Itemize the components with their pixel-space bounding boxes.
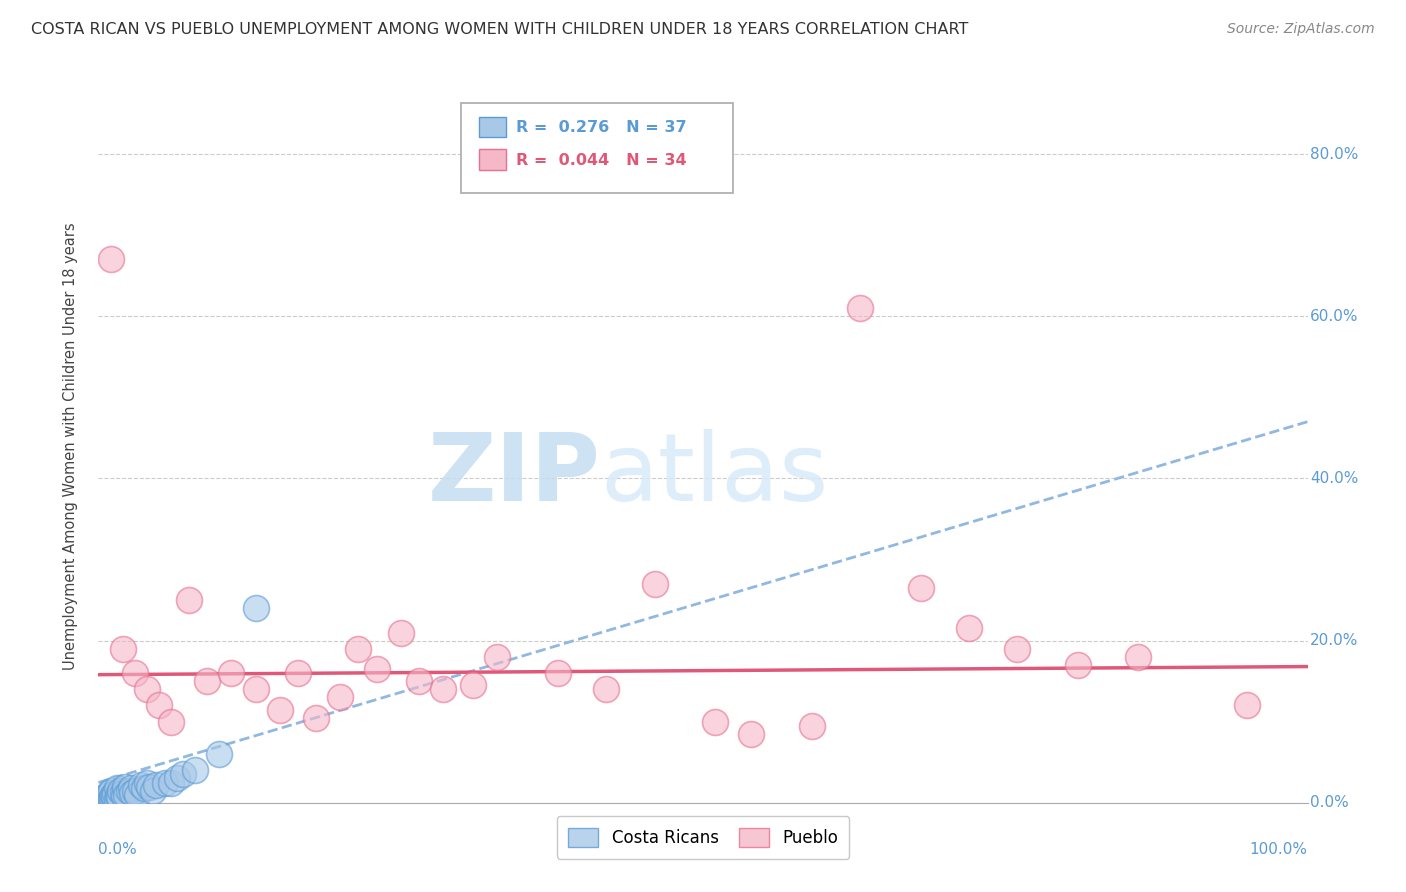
Point bbox=[103, 789, 125, 804]
Point bbox=[347, 641, 370, 656]
Bar bbox=[479, 117, 506, 137]
Point bbox=[112, 789, 135, 804]
Point bbox=[134, 781, 156, 796]
Point bbox=[208, 747, 231, 761]
Point bbox=[800, 719, 823, 733]
Point bbox=[269, 702, 291, 716]
Point bbox=[910, 581, 932, 595]
Point bbox=[740, 727, 762, 741]
Point bbox=[120, 781, 142, 796]
Point bbox=[287, 666, 309, 681]
Text: 20.0%: 20.0% bbox=[1310, 633, 1358, 648]
Point bbox=[127, 788, 149, 802]
Point bbox=[105, 781, 128, 796]
Point bbox=[108, 790, 131, 805]
Point bbox=[389, 625, 412, 640]
Point bbox=[115, 788, 138, 802]
Point bbox=[366, 662, 388, 676]
Point bbox=[957, 622, 980, 636]
Point bbox=[486, 649, 509, 664]
Bar bbox=[479, 150, 506, 169]
Point bbox=[160, 775, 183, 789]
Point bbox=[644, 577, 666, 591]
Point bbox=[114, 780, 136, 794]
Text: atlas: atlas bbox=[600, 428, 828, 521]
Point bbox=[111, 786, 134, 800]
Text: R =  0.276   N = 37: R = 0.276 N = 37 bbox=[516, 120, 686, 136]
Point bbox=[595, 682, 617, 697]
Point bbox=[547, 666, 569, 681]
Point bbox=[184, 764, 207, 778]
Text: 0.0%: 0.0% bbox=[98, 842, 138, 857]
FancyBboxPatch shape bbox=[461, 103, 734, 193]
Point bbox=[96, 789, 118, 804]
Point bbox=[305, 711, 328, 725]
Point bbox=[111, 641, 134, 656]
Point bbox=[98, 786, 121, 800]
Point bbox=[179, 593, 201, 607]
Point bbox=[100, 790, 122, 805]
Point bbox=[329, 690, 352, 705]
Point bbox=[221, 666, 243, 681]
Point bbox=[153, 776, 176, 790]
Point bbox=[704, 714, 727, 729]
Point bbox=[463, 678, 485, 692]
Point bbox=[1007, 641, 1029, 656]
Y-axis label: Unemployment Among Women with Children Under 18 years: Unemployment Among Women with Children U… bbox=[63, 222, 77, 670]
Point bbox=[166, 772, 188, 786]
Point bbox=[245, 601, 267, 615]
Text: 0.0%: 0.0% bbox=[1310, 796, 1348, 810]
Point bbox=[142, 783, 165, 797]
Point bbox=[145, 778, 167, 792]
Point bbox=[121, 786, 143, 800]
Point bbox=[1128, 649, 1150, 664]
Text: 60.0%: 60.0% bbox=[1310, 309, 1358, 324]
Text: Source: ZipAtlas.com: Source: ZipAtlas.com bbox=[1227, 22, 1375, 37]
Point bbox=[129, 778, 152, 792]
Point bbox=[97, 788, 120, 802]
Point bbox=[100, 252, 122, 267]
Point bbox=[432, 682, 454, 697]
Point bbox=[100, 791, 122, 805]
Point bbox=[849, 301, 872, 315]
Point bbox=[101, 788, 124, 802]
Point bbox=[408, 674, 430, 689]
Text: ZIP: ZIP bbox=[427, 428, 600, 521]
Point bbox=[148, 698, 170, 713]
Legend: Costa Ricans, Pueblo: Costa Ricans, Pueblo bbox=[557, 816, 849, 859]
Point bbox=[245, 682, 267, 697]
Point bbox=[105, 791, 128, 805]
Point bbox=[138, 780, 160, 794]
Text: 40.0%: 40.0% bbox=[1310, 471, 1358, 486]
Point bbox=[160, 714, 183, 729]
Point bbox=[124, 666, 146, 681]
Text: R =  0.044   N = 34: R = 0.044 N = 34 bbox=[516, 153, 686, 168]
Point bbox=[124, 783, 146, 797]
Text: 100.0%: 100.0% bbox=[1250, 842, 1308, 857]
Point bbox=[93, 791, 115, 805]
Point bbox=[135, 775, 157, 789]
Text: 80.0%: 80.0% bbox=[1310, 146, 1358, 161]
Point bbox=[195, 674, 218, 689]
Point bbox=[108, 783, 131, 797]
Point bbox=[118, 783, 141, 797]
Point bbox=[172, 767, 194, 781]
Point bbox=[1236, 698, 1258, 713]
Point bbox=[100, 783, 122, 797]
Point bbox=[107, 788, 129, 802]
Point bbox=[1067, 657, 1090, 672]
Text: COSTA RICAN VS PUEBLO UNEMPLOYMENT AMONG WOMEN WITH CHILDREN UNDER 18 YEARS CORR: COSTA RICAN VS PUEBLO UNEMPLOYMENT AMONG… bbox=[31, 22, 969, 37]
Point bbox=[135, 682, 157, 697]
Point bbox=[104, 786, 127, 800]
